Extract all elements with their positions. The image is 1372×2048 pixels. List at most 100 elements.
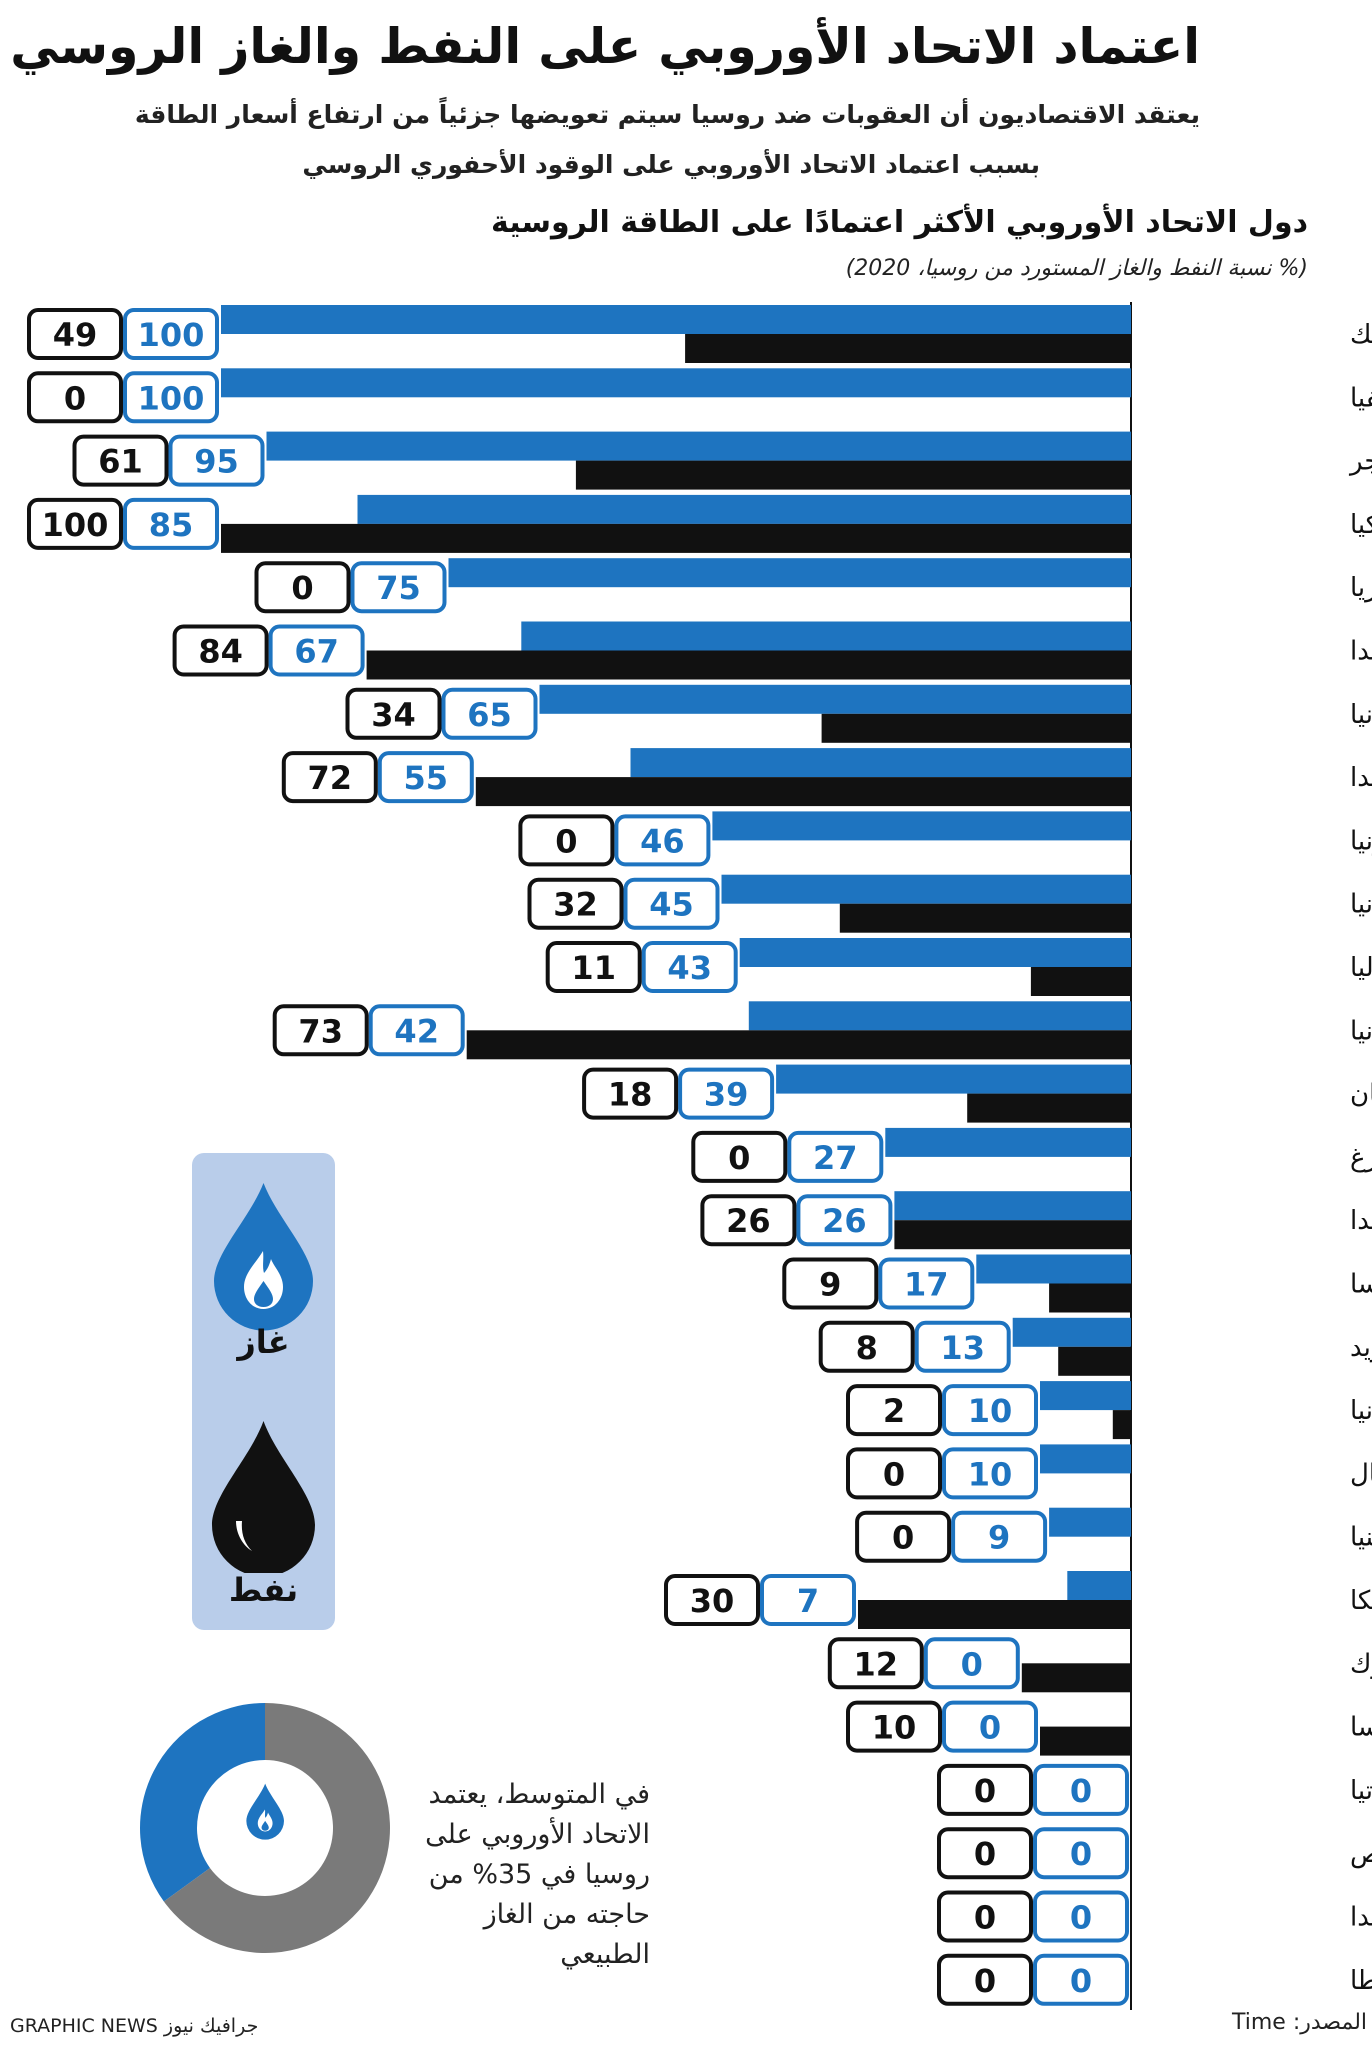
gas-bar bbox=[521, 621, 1131, 651]
country-label: بلجيكا bbox=[1350, 1586, 1372, 1616]
gas-bar bbox=[1049, 1507, 1131, 1537]
country-label: إيطاليا bbox=[1350, 953, 1372, 983]
oil-value-box: 30 bbox=[664, 1574, 760, 1626]
donut-rest-slice bbox=[163, 1703, 390, 1953]
page-title: اعتماد الاتحاد الأوروبي على النفط والغاز… bbox=[10, 18, 1200, 75]
oil-value-label: 61 bbox=[98, 443, 143, 481]
oil-value-label: 30 bbox=[690, 1582, 735, 1620]
average-note-line: حاجته من الغاز bbox=[483, 1899, 650, 1930]
oil-value-label: 10 bbox=[872, 1709, 917, 1747]
oil-bar bbox=[1112, 1410, 1131, 1440]
average-note: في المتوسط، يعتمد الاتحاد الأوروبي على ر… bbox=[380, 1775, 650, 1975]
country-label: جمهورية التشيك bbox=[1350, 320, 1372, 350]
country-label: كرواتيا bbox=[1350, 1776, 1372, 1806]
gas-value-label: 9 bbox=[988, 1519, 1010, 1557]
legend-panel: غاز نفط bbox=[192, 1153, 335, 1630]
gas-value-box: 65 bbox=[441, 687, 538, 740]
legend-gas-label: غاز bbox=[237, 1323, 290, 1361]
oil-value-label: 0 bbox=[883, 1455, 905, 1493]
oil-value-box: 11 bbox=[545, 941, 642, 993]
gas-value-label: 45 bbox=[649, 886, 694, 924]
gas-value-box: 9 bbox=[951, 1510, 1048, 1563]
oil-value-box: 34 bbox=[345, 687, 442, 740]
gas-value-box: 55 bbox=[377, 751, 474, 804]
oil-drop-icon bbox=[212, 1421, 315, 1573]
gas-bar bbox=[221, 305, 1131, 334]
oil-value-label: 72 bbox=[308, 759, 353, 797]
oil-value-box: 0 bbox=[937, 1953, 1033, 2006]
gas-value-box: 0 bbox=[923, 1637, 1020, 1690]
gas-value-box: 75 bbox=[350, 561, 447, 614]
gas-value-label: 27 bbox=[813, 1139, 858, 1177]
gas-value-box: 10 bbox=[942, 1384, 1038, 1437]
oil-value-label: 0 bbox=[728, 1139, 750, 1177]
oil-value-box: 72 bbox=[281, 751, 378, 804]
oil-bar bbox=[466, 1030, 1131, 1060]
bars-layer: جمهورية التشيك10049لاتفيا1000المجر9561سل… bbox=[27, 305, 1372, 2006]
donut-gas-slice bbox=[139, 1703, 265, 1902]
gas-value-label: 13 bbox=[940, 1329, 985, 1367]
oil-value-box: 0 bbox=[846, 1447, 942, 1500]
oil-value-box: 32 bbox=[527, 877, 624, 930]
gas-bar bbox=[721, 874, 1131, 904]
oil-value-label: 49 bbox=[53, 316, 98, 354]
gas-value-box: 100 bbox=[123, 308, 219, 360]
gas-value-label: 75 bbox=[376, 569, 421, 607]
gas-value-box: 39 bbox=[678, 1067, 775, 1120]
average-donut bbox=[139, 1703, 390, 1953]
oil-value-label: 26 bbox=[726, 1202, 771, 1240]
gas-value-label: 85 bbox=[149, 506, 194, 544]
oil-bar bbox=[1021, 1663, 1131, 1693]
country-label: قبرص bbox=[1350, 1839, 1372, 1869]
oil-value-box: 0 bbox=[937, 1827, 1033, 1880]
oil-value-box: 26 bbox=[700, 1194, 797, 1247]
gas-bar bbox=[1012, 1317, 1131, 1347]
gas-value-label: 0 bbox=[1070, 1835, 1092, 1873]
oil-bar bbox=[1058, 1346, 1131, 1376]
gas-bar bbox=[885, 1127, 1131, 1157]
gas-value-label: 46 bbox=[640, 822, 685, 860]
country-label: بولندا bbox=[1350, 763, 1372, 793]
country-label: لاتفيا bbox=[1350, 383, 1372, 413]
gas-bar bbox=[894, 1191, 1131, 1221]
oil-value-box: 0 bbox=[518, 814, 615, 867]
oil-bar bbox=[1030, 967, 1131, 996]
gas-value-box: 100 bbox=[123, 371, 219, 424]
gas-value-label: 100 bbox=[138, 379, 205, 417]
gas-bar bbox=[776, 1064, 1131, 1094]
oil-value-label: 34 bbox=[371, 696, 416, 734]
oil-bar bbox=[858, 1600, 1131, 1629]
oil-value-box: 10 bbox=[846, 1700, 942, 1753]
average-note-line: الطبيعي bbox=[560, 1939, 650, 1970]
country-label: رومانيا bbox=[1350, 890, 1372, 920]
country-label: إستونيا bbox=[1350, 826, 1372, 856]
gas-value-label: 7 bbox=[797, 1582, 819, 1620]
oil-value-box: 0 bbox=[254, 561, 351, 614]
country-label: هولندا bbox=[1350, 1206, 1372, 1236]
gas-bar bbox=[748, 1001, 1131, 1031]
country-label: الدنمارك bbox=[1350, 1649, 1372, 1679]
gas-value-box: 7 bbox=[760, 1574, 856, 1626]
gas-value-label: 10 bbox=[968, 1392, 1013, 1430]
oil-value-label: 0 bbox=[974, 1835, 996, 1873]
oil-value-box: 9 bbox=[782, 1257, 879, 1310]
subtitle-line-2: بسبب اعتماد الاتحاد الأوروبي على الوقود … bbox=[302, 150, 1040, 179]
gas-value-label: 26 bbox=[822, 1202, 867, 1240]
oil-value-box: 84 bbox=[172, 624, 269, 677]
gas-value-box: 42 bbox=[368, 1004, 465, 1057]
gas-value-box: 0 bbox=[1033, 1890, 1129, 1943]
oil-value-label: 0 bbox=[974, 1962, 996, 2000]
gas-value-box: 45 bbox=[623, 877, 720, 930]
oil-bar bbox=[475, 777, 1131, 807]
section-title: دول الاتحاد الأوروبي الأكثر اعتمادًا على… bbox=[491, 205, 1308, 240]
gas-value-box: 95 bbox=[168, 434, 265, 487]
oil-value-box: 8 bbox=[818, 1320, 915, 1373]
gas-bar bbox=[1040, 1381, 1131, 1411]
gas-value-box: 26 bbox=[796, 1194, 893, 1247]
oil-bar bbox=[894, 1220, 1131, 1250]
gas-value-label: 0 bbox=[1070, 1962, 1092, 2000]
country-label: إيرلندا bbox=[1350, 1903, 1372, 1933]
oil-value-label: 0 bbox=[892, 1519, 914, 1557]
country-label: ألمانيا bbox=[1350, 696, 1372, 730]
